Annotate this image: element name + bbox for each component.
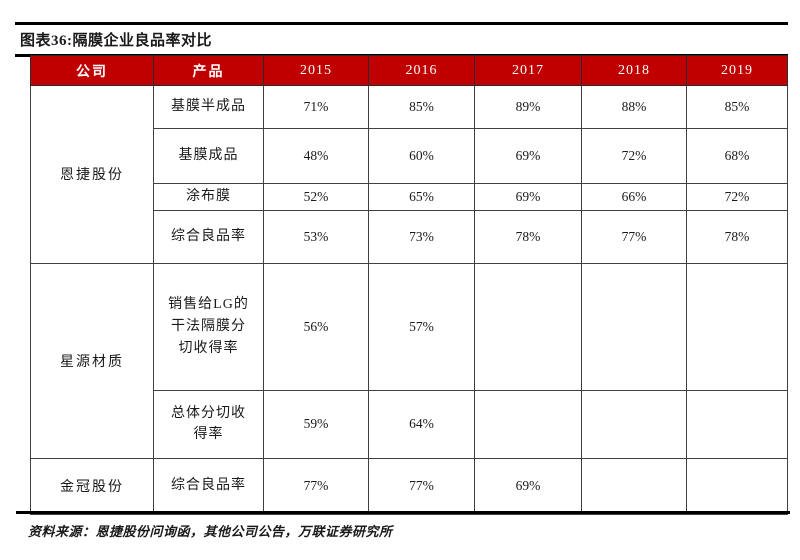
table-row: 总体分切收得率 59% 64% (31, 389, 788, 459)
product-cell: 综合良品率 (153, 457, 264, 515)
value-cell: 52% (263, 183, 369, 211)
value-cell: 78% (474, 209, 582, 264)
value-cell: 77% (368, 457, 475, 515)
product-cell: 综合良品率 (153, 209, 264, 264)
value-cell: 69% (474, 457, 582, 515)
value-cell: 53% (263, 209, 369, 264)
value-cell: 56% (263, 262, 369, 391)
table-row: 基膜成品 48% 60% 69% 72% 68% (31, 128, 788, 184)
header-company: 公司 (30, 55, 154, 86)
product-cell: 销售给LG的干法隔膜分切收得率 (153, 262, 264, 391)
table-row: 星源材质 销售给LG的干法隔膜分切收得率 56% 57% (30, 262, 788, 459)
value-cell (581, 457, 687, 515)
value-cell: 77% (581, 209, 687, 264)
table-row: 金冠股份 综合良品率 77% 77% 69% (30, 457, 788, 515)
value-cell (581, 389, 687, 459)
header-2017: 2017 (474, 55, 582, 86)
value-cell: 89% (474, 85, 582, 129)
value-cell (474, 262, 582, 391)
value-cell (686, 457, 788, 515)
value-cell: 65% (368, 183, 475, 211)
header-2018: 2018 (581, 55, 687, 86)
header-2019: 2019 (686, 55, 788, 86)
value-cell: 69% (474, 183, 582, 211)
source-note: 资料来源：恩捷股份问询函，其他公司公告，万联证券研究所 (28, 524, 393, 539)
value-cell: 72% (686, 183, 788, 211)
product-cell: 总体分切收得率 (153, 389, 264, 459)
value-cell: 78% (686, 209, 788, 264)
value-cell: 57% (368, 262, 475, 391)
value-cell: 68% (686, 128, 788, 184)
table-row: 综合良品率 53% 73% 78% 77% 78% (31, 209, 788, 264)
company-cell-enjie: 恩捷股份 (30, 85, 154, 264)
value-cell: 60% (368, 128, 475, 184)
value-cell (686, 262, 788, 391)
table-row: 涂布膜 52% 65% 69% 66% 72% (31, 183, 788, 211)
value-cell: 72% (581, 128, 687, 184)
company-cell-senior: 星源材质 (30, 262, 154, 459)
value-cell: 64% (368, 389, 475, 459)
value-cell: 59% (263, 389, 369, 459)
yield-rate-table: 公司 产品 2015 2016 2017 2018 2019 恩捷股份 基膜半成… (30, 55, 788, 515)
value-cell: 85% (368, 85, 475, 129)
header-2016: 2016 (368, 55, 475, 86)
table-header-row: 公司 产品 2015 2016 2017 2018 2019 (30, 55, 788, 86)
figure-title: 图表36:隔膜企业良品率对比 (20, 33, 212, 49)
value-cell (686, 389, 788, 459)
value-cell: 48% (263, 128, 369, 184)
header-product: 产品 (153, 55, 264, 86)
product-cell: 涂布膜 (153, 183, 264, 211)
table-bottom-rule (16, 511, 790, 514)
value-cell: 73% (368, 209, 475, 264)
table-row: 恩捷股份 基膜半成品 71% 85% 89% 88% 85% (30, 85, 788, 264)
company-cell-jinguan: 金冠股份 (30, 457, 154, 515)
header-2015: 2015 (263, 55, 369, 86)
value-cell: 71% (263, 85, 369, 129)
value-cell: 88% (581, 85, 687, 129)
value-cell: 85% (686, 85, 788, 129)
value-cell (474, 389, 582, 459)
value-cell: 66% (581, 183, 687, 211)
value-cell: 69% (474, 128, 582, 184)
figure-title-bar: 图表36:隔膜企业良品率对比 (15, 22, 788, 57)
value-cell (581, 262, 687, 391)
value-cell: 77% (263, 457, 369, 515)
product-cell: 基膜半成品 (153, 85, 264, 129)
product-cell: 基膜成品 (153, 128, 264, 184)
